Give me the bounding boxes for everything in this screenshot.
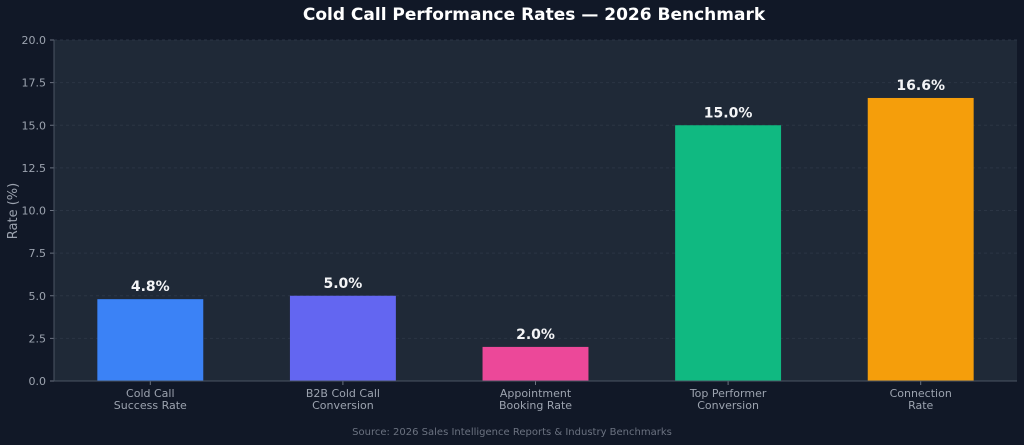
bar (675, 125, 782, 381)
x-category-label: B2B Cold Call (306, 387, 380, 400)
bar-value-label: 15.0% (704, 105, 753, 121)
y-tick-label: 15.0 (22, 119, 47, 132)
y-tick-label: 12.5 (22, 162, 47, 175)
y-tick-label: 2.5 (29, 332, 47, 345)
y-tick-label: 17.5 (22, 77, 47, 90)
y-tick-label: 0.0 (29, 375, 47, 388)
x-category-label: Connection (890, 387, 952, 400)
x-category-label: Conversion (312, 399, 374, 412)
y-tick-label: 10.0 (22, 205, 47, 218)
bars (97, 97, 974, 381)
x-category-label: Success Rate (114, 399, 187, 412)
bar-value-label: 16.6% (896, 78, 945, 94)
x-category-label: Cold Call (126, 387, 174, 400)
bar (867, 97, 974, 381)
chart-title: Cold Call Performance Rates — 2026 Bench… (303, 5, 766, 25)
y-tick-label: 7.5 (29, 247, 47, 260)
bar-value-label: 2.0% (516, 327, 555, 343)
bar (482, 346, 589, 381)
y-axis-ticks: 0.0 2.5 5.0 7.5 10.0 12.5 15.0 17.5 20.0 (22, 34, 54, 388)
y-tick-label: 5.0 (29, 290, 47, 303)
x-category-label: Booking Rate (499, 399, 572, 412)
y-axis-label: Rate (%) (6, 183, 21, 239)
bar (97, 299, 204, 381)
bar (289, 295, 396, 381)
y-tick-label: 20.0 (22, 34, 47, 47)
x-category-label: Conversion (697, 399, 759, 412)
bar-value-label: 5.0% (323, 276, 362, 292)
x-category-label: Rate (908, 399, 933, 412)
x-category-label: Top Performer (689, 387, 767, 400)
source-note: Source: 2026 Sales Intelligence Reports … (352, 427, 672, 438)
value-labels: 4.8% 5.0% 2.0% 15.0% 16.6% (131, 78, 945, 343)
x-category-label: Appointment (500, 387, 572, 400)
bar-value-label: 4.8% (131, 279, 170, 295)
